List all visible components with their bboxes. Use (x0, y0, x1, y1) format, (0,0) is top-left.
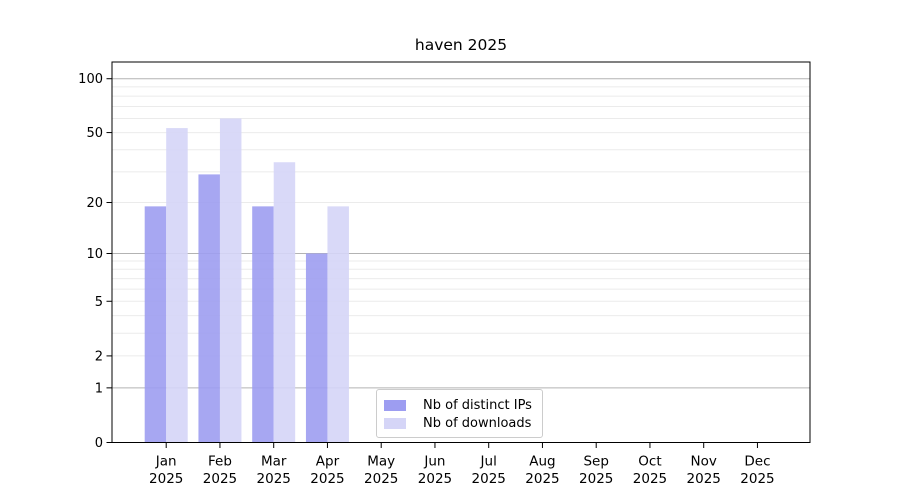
x-tick-label-year: 2025 (525, 471, 559, 487)
x-tick-label-month: Feb (208, 454, 232, 470)
x-tick-label-year: 2025 (740, 471, 774, 487)
x-tick-label-year: 2025 (203, 471, 237, 487)
chart-title: haven 2025 (414, 36, 508, 54)
x-tick-label-month: Aug (529, 454, 555, 470)
x-tick-label-month: Mar (261, 454, 287, 470)
x-tick-label-year: 2025 (310, 471, 344, 487)
y-tick-label: 5 (95, 295, 103, 310)
x-tick-label-month: Nov (691, 454, 717, 470)
bar-downloads-mar (273, 162, 296, 443)
x-tick-label-year: 2025 (579, 471, 613, 487)
y-tick-label: 1 (95, 381, 103, 396)
x-tick-label-year: 2025 (364, 471, 398, 487)
x-tick-label-year: 2025 (687, 471, 721, 487)
legend-label-distinct-ips: Nb of distinct IPs (423, 397, 532, 413)
x-tick-label-month: May (367, 454, 395, 470)
x-tick-label-month: Oct (638, 454, 661, 470)
x-tick-label-year: 2025 (633, 471, 667, 487)
bar-distinct-ips-apr (305, 253, 328, 443)
x-tick-label-year: 2025 (472, 471, 506, 487)
legend-swatch-distinct-ips-icon (384, 399, 406, 411)
x-tick-label-year: 2025 (257, 471, 291, 487)
y-tick-label: 100 (78, 72, 103, 87)
x-tick-label-month: Dec (744, 454, 770, 470)
bar-distinct-ips-mar (252, 206, 274, 443)
x-tick-label-month: Apr (316, 454, 340, 470)
legend-label-downloads: Nb of downloads (423, 415, 532, 431)
y-tick-label: 2 (95, 349, 103, 364)
x-tick-label-year: 2025 (149, 471, 183, 487)
legend-item-downloads: Nb of downloads (384, 414, 534, 432)
y-tick-label: 0 (95, 436, 103, 451)
x-tick-label-month: Jun (423, 454, 445, 470)
x-tick-label-month: Jan (155, 454, 177, 470)
y-tick-label: 10 (86, 247, 103, 262)
y-tick-label: 50 (86, 126, 103, 141)
legend-swatch-downloads-icon (384, 417, 406, 429)
x-tick-label-month: Sep (583, 454, 608, 470)
bar-distinct-ips-feb (198, 174, 220, 443)
bar-downloads-feb (219, 118, 242, 443)
x-tick-label-month: Jul (480, 454, 497, 470)
y-tick-label: 20 (86, 196, 103, 211)
plot-frame (111, 61, 811, 443)
bar-downloads-apr (327, 206, 349, 443)
legend: Nb of distinct IPs Nb of downloads (376, 389, 543, 438)
bar-distinct-ips-jan (144, 206, 167, 443)
x-tick-label-year: 2025 (418, 471, 452, 487)
legend-item-distinct-ips: Nb of distinct IPs (384, 396, 534, 414)
bar-downloads-jan (166, 128, 188, 443)
